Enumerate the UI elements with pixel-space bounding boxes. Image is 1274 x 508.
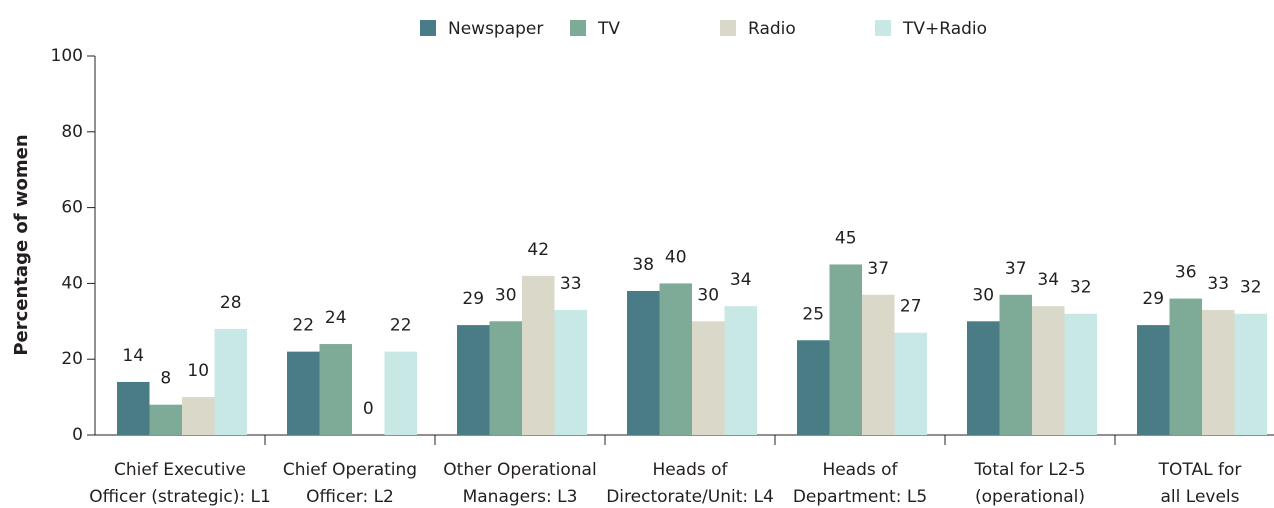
bar — [692, 321, 725, 435]
value-label: 30 — [972, 285, 994, 305]
bar — [1169, 298, 1202, 435]
y-axis-label: Percentage of women — [11, 134, 32, 355]
bar — [659, 283, 692, 435]
value-label: 32 — [1070, 278, 1092, 298]
bar — [287, 351, 320, 435]
legend-swatch — [570, 20, 586, 36]
y-tick-label: 100 — [51, 46, 83, 66]
legend-swatch — [875, 20, 891, 36]
legend-label: Newspaper — [448, 19, 543, 39]
legend-label: TV+Radio — [902, 19, 987, 39]
value-label: 30 — [697, 285, 719, 305]
value-label: 29 — [1142, 289, 1164, 309]
bar — [862, 294, 895, 435]
bar — [999, 294, 1032, 435]
bar — [1234, 313, 1267, 435]
value-label: 38 — [632, 255, 654, 275]
legend-label: Radio — [748, 19, 796, 39]
value-label: 24 — [325, 308, 347, 328]
value-label: 28 — [220, 293, 242, 313]
value-label: 33 — [560, 274, 582, 294]
bar — [149, 404, 182, 435]
bar — [319, 344, 352, 435]
value-label: 37 — [1005, 259, 1027, 279]
value-label: 37 — [867, 259, 889, 279]
bar — [117, 381, 150, 435]
bar — [384, 351, 417, 435]
value-label: 14 — [122, 346, 144, 366]
value-label: 10 — [187, 361, 209, 381]
value-label: 36 — [1175, 263, 1197, 283]
x-tick-label: Heads of Directorate/Unit: L4 — [606, 460, 774, 507]
bar — [214, 328, 247, 435]
value-label: 8 — [160, 369, 171, 389]
bar — [829, 264, 862, 435]
bar — [894, 332, 927, 435]
x-tick-label: Chief Operating Officer: L2 — [283, 460, 417, 507]
value-label: 25 — [802, 304, 824, 324]
y-tick-label: 80 — [61, 122, 83, 142]
legend-swatch — [720, 20, 736, 36]
bar — [1202, 309, 1235, 435]
bar — [489, 321, 522, 435]
bar — [724, 306, 757, 435]
x-tick-label: Heads of Department: L5 — [793, 460, 927, 507]
legend-swatch — [420, 20, 436, 36]
y-tick-label: 20 — [61, 349, 83, 369]
value-label: 34 — [1037, 270, 1059, 290]
legend-label: TV — [597, 19, 620, 39]
bar — [554, 309, 587, 435]
bar — [522, 275, 555, 435]
y-tick-label: 0 — [72, 425, 83, 445]
value-label: 22 — [292, 316, 314, 336]
bar — [182, 397, 215, 435]
value-label: 34 — [730, 270, 752, 290]
x-tick-label: Chief Executive Officer (strategic): L1 — [89, 460, 271, 507]
bar — [627, 290, 660, 435]
value-label: 42 — [527, 240, 549, 260]
bar — [1137, 325, 1170, 435]
x-tick-label: Total for L2-5 (operational) — [973, 460, 1085, 507]
bar — [1032, 306, 1065, 435]
value-label: 29 — [462, 289, 484, 309]
value-label: 30 — [495, 285, 517, 305]
value-label: 22 — [390, 316, 412, 336]
y-tick-label: 60 — [61, 198, 83, 218]
bar — [797, 340, 830, 435]
value-label: 45 — [835, 228, 857, 248]
value-label: 40 — [665, 247, 687, 267]
y-tick-label: 40 — [61, 273, 83, 293]
value-label: 27 — [900, 297, 922, 317]
bar — [1064, 313, 1097, 435]
value-label: 33 — [1207, 274, 1229, 294]
value-label: 0 — [363, 399, 374, 419]
x-tick-label: TOTAL for all Levels — [1158, 460, 1242, 507]
x-tick-label: Other Operational Managers: L3 — [443, 460, 596, 507]
bar — [967, 321, 1000, 435]
bar — [457, 325, 490, 435]
value-label: 32 — [1240, 278, 1262, 298]
